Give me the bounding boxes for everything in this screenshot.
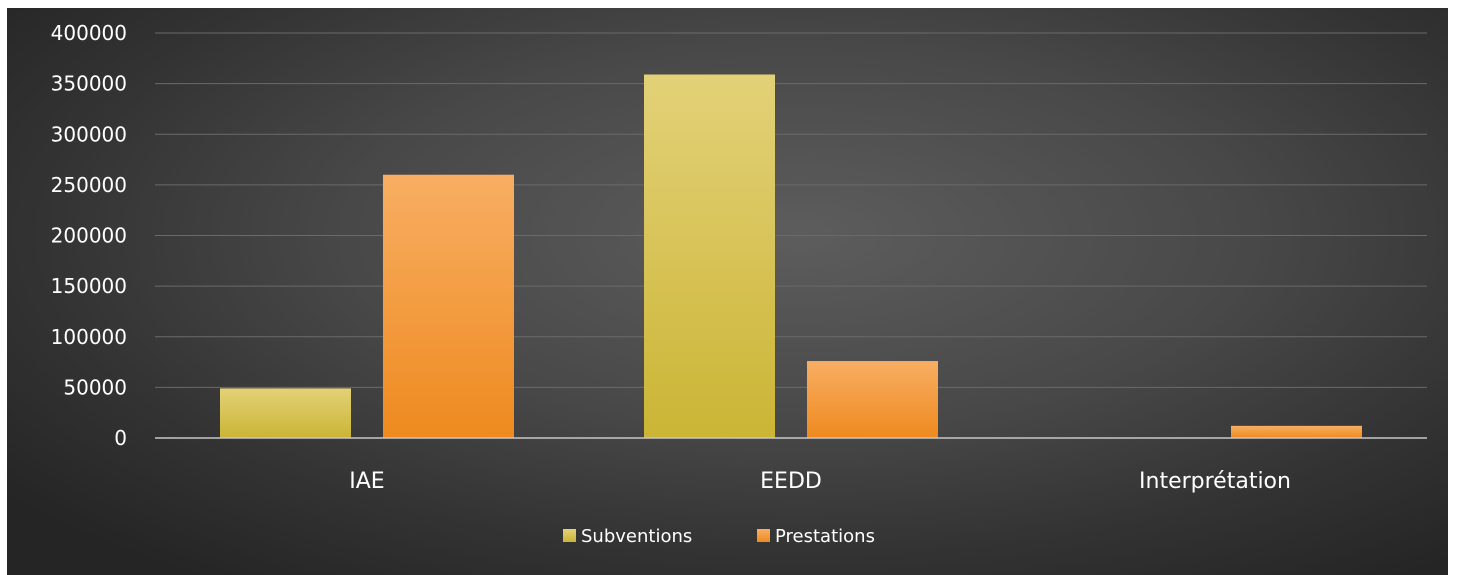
y-tick-label: 100000 xyxy=(51,325,127,349)
bar-prestations-2 xyxy=(1231,425,1362,438)
x-category-label: IAE xyxy=(349,469,384,494)
bar-prestations-1 xyxy=(807,361,938,438)
y-axis-tick-labels: 0 50000 100000 150000 200000 250000 300000 3500… xyxy=(51,21,127,450)
x-axis-category-labels: IAE EEDD Interprétation xyxy=(349,469,1291,494)
bars xyxy=(220,74,1362,438)
legend-swatch-prestations xyxy=(757,529,770,542)
y-tick-label: 0 xyxy=(114,426,127,450)
legend-label-prestations: Prestations xyxy=(775,526,875,547)
chart-area: 0 50000 100000 150000 200000 250000 300000 3500… xyxy=(7,8,1448,575)
y-tick-label: 300000 xyxy=(51,122,127,146)
y-tick-label: 50000 xyxy=(63,375,127,399)
gridlines xyxy=(155,32,1427,388)
bar-subventions-1 xyxy=(644,74,775,438)
y-tick-label: 400000 xyxy=(51,21,127,45)
y-tick-label: 350000 xyxy=(51,72,127,96)
legend-label-subventions: Subventions xyxy=(581,526,692,547)
y-tick-label: 200000 xyxy=(51,224,127,248)
y-tick-label: 150000 xyxy=(51,274,127,298)
legend: Subventions Prestations xyxy=(563,526,875,547)
bar-chart: 0 50000 100000 150000 200000 250000 300000 3500… xyxy=(51,21,1427,547)
x-category-label: Interprétation xyxy=(1139,469,1291,494)
legend-swatch-subventions xyxy=(563,529,576,542)
x-category-label: EEDD xyxy=(760,469,822,494)
bar-prestations-0 xyxy=(383,174,514,438)
y-tick-label: 250000 xyxy=(51,173,127,197)
bar-subventions-0 xyxy=(220,388,351,438)
